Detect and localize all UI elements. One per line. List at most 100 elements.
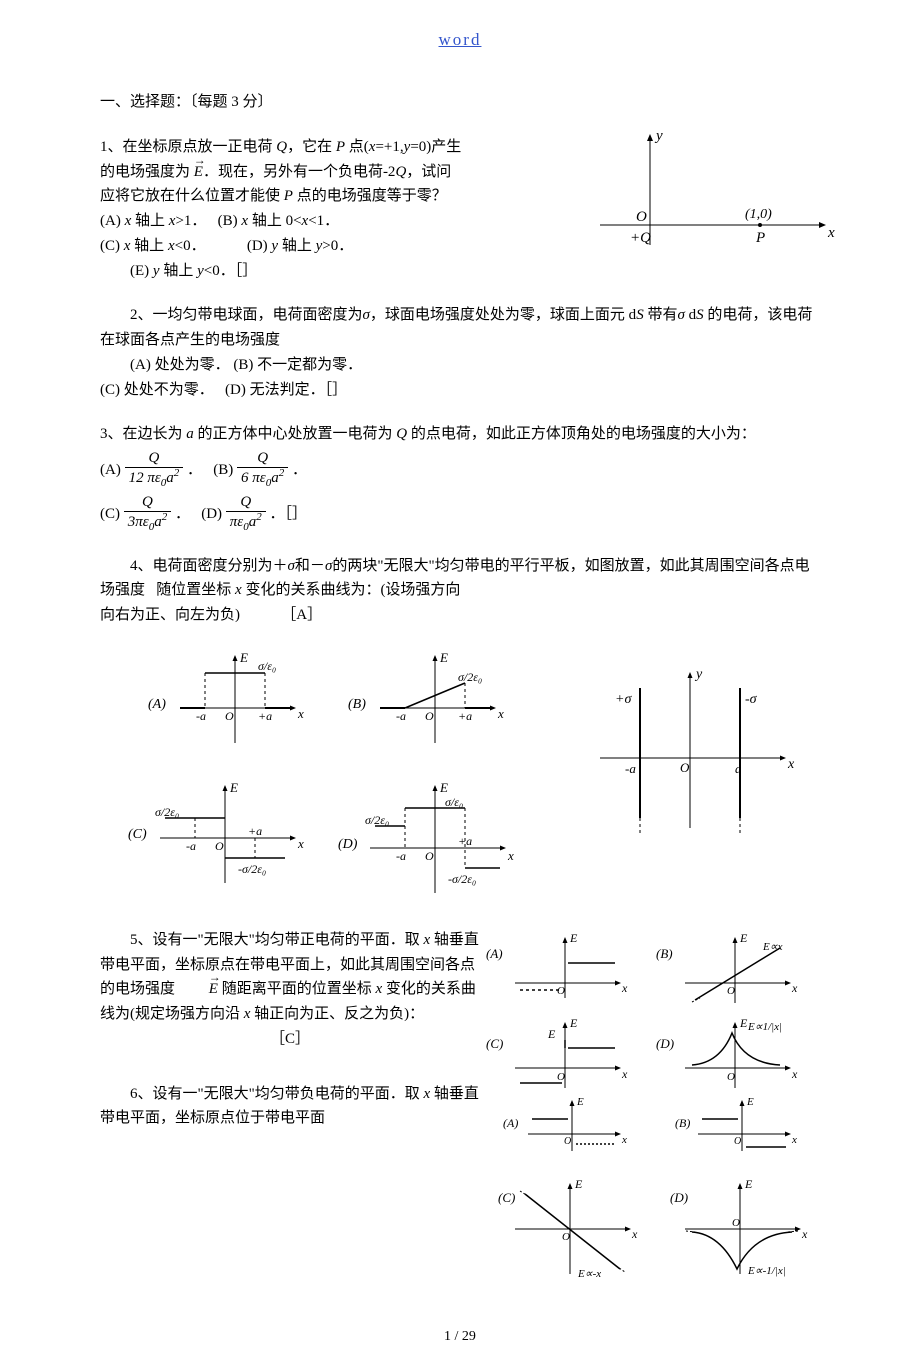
svg-text:O: O	[225, 709, 234, 723]
axis-y-label: y	[654, 128, 663, 144]
q3-opt-c: (C) Q3πε0a2 ．	[100, 506, 190, 522]
svg-text:-a: -a	[625, 761, 636, 776]
svg-text:+σ: +σ	[615, 692, 632, 707]
svg-text:O: O	[727, 1071, 735, 1083]
q1-figure: y x O (1,0) +Q P	[580, 125, 840, 265]
point-label: (1,0)	[745, 207, 772, 222]
question-3: 3、在边长为 a 的正方体中心处放置一电荷为 Q 的点电荷，如此正方体顶角处的电…	[100, 422, 820, 533]
svg-text:E: E	[569, 1016, 578, 1030]
q3-opt-a: (A) Q12 πε0a2 ．	[100, 462, 202, 478]
svg-text:O: O	[215, 839, 224, 853]
svg-text:O: O	[680, 760, 690, 775]
svg-text:-a: -a	[396, 709, 406, 723]
svg-text:O: O	[732, 1217, 740, 1229]
svg-text:E: E	[576, 1096, 584, 1108]
q3-opt-d: (D) Qπε0a2 ．［］	[201, 506, 307, 522]
q4-fig-b: (B) E x O -a +a σ/2ε₀	[340, 648, 510, 758]
svg-text:O: O	[425, 849, 434, 863]
svg-text:E: E	[739, 931, 748, 945]
section-title: 一、选择题：〔每题 3 分〕	[100, 90, 820, 115]
origin-label: O	[636, 209, 647, 225]
svg-text:x: x	[621, 981, 628, 995]
svg-text:(C): (C)	[486, 1036, 503, 1051]
svg-text:x: x	[631, 1227, 638, 1241]
svg-text:E∝-1/|x|: E∝-1/|x|	[747, 1265, 786, 1277]
question-5-6-block: 5、设有一"无限大"均匀带正电荷的平面．取 x 轴垂直带电平面，坐标原点在带电平…	[100, 928, 820, 1299]
svg-text:σ/2ε₀: σ/2ε₀	[365, 813, 389, 827]
q4-fig-c: (C) E x O σ/2ε₀ -σ/2ε₀ -a +a	[120, 778, 320, 898]
svg-text:(B): (B)	[675, 1116, 690, 1130]
svg-text:+a: +a	[458, 834, 472, 848]
svg-text:σ/2ε₀: σ/2ε₀	[155, 805, 179, 819]
svg-text:x: x	[497, 706, 504, 721]
svg-text:σ/ε₀: σ/ε₀	[258, 659, 276, 673]
question-4: 4、电荷面密度分别为＋σ和－σ的两块"无限大"均匀带电的平行平板，如图放置，如此…	[100, 554, 820, 908]
question-1: 1、在坐标原点放一正电荷 Q，它在 P 点(x=+1,y=0)产生 的电场强度为…	[100, 135, 820, 284]
charge-label: +Q	[630, 230, 651, 246]
p-label: P	[755, 230, 765, 246]
svg-text:(A): (A)	[486, 946, 503, 961]
svg-text:O: O	[562, 1231, 570, 1243]
q1-opt-c: (C) x 轴上 x<0．	[100, 238, 206, 254]
svg-text:+a: +a	[458, 709, 472, 723]
svg-text:(C): (C)	[128, 827, 147, 842]
svg-text:x: x	[507, 848, 514, 863]
svg-text:-a: -a	[196, 709, 206, 723]
svg-text:E∝x: E∝x	[762, 941, 783, 953]
svg-text:O: O	[557, 1071, 565, 1083]
svg-text:x: x	[801, 1227, 808, 1241]
svg-text:(A): (A)	[148, 697, 166, 712]
svg-text:E∝1/|x|: E∝1/|x|	[747, 1021, 782, 1033]
svg-text:(A): (A)	[503, 1116, 518, 1130]
q2-line1: 2、一均匀带电球面，电荷面密度为σ，球面电场强度处处为零，球面上面元 dS 带有…	[100, 303, 820, 353]
q1-opt-d: (D) y 轴上 y>0．	[247, 238, 353, 254]
svg-text:x: x	[791, 1067, 798, 1081]
q1-opt-a: (A) x 轴上 x>1．	[100, 213, 206, 229]
svg-text:E: E	[239, 650, 248, 665]
svg-text:x: x	[297, 836, 304, 851]
axis-x-label: x	[827, 225, 835, 241]
svg-text:(B): (B)	[348, 697, 366, 712]
svg-text:-σ: -σ	[745, 692, 758, 707]
q5-answer: ［C］	[100, 1027, 480, 1052]
q2-opt-b: (B) 不一定都为零．	[233, 357, 362, 373]
svg-text:(C): (C)	[498, 1190, 515, 1205]
svg-text:E∝-x: E∝-x	[577, 1268, 601, 1280]
svg-text:σ/ε₀: σ/ε₀	[445, 795, 463, 809]
svg-text:E: E	[739, 1016, 748, 1030]
q4-fig-d: (D) E x O σ/2ε₀ σ/ε₀ -σ/2ε₀ -a +a	[330, 778, 530, 908]
svg-text:(D): (D)	[656, 1036, 674, 1051]
svg-text:O: O	[425, 709, 434, 723]
question-2: 2、一均匀带电球面，电荷面密度为σ，球面电场强度处处为零，球面上面元 dS 带有…	[100, 303, 820, 402]
svg-text:E: E	[229, 780, 238, 795]
svg-text:x: x	[787, 757, 795, 772]
svg-text:(D): (D)	[338, 837, 358, 852]
q6-inset-ab: (A) Ex O (B) Ex O	[480, 1089, 820, 1169]
svg-text:σ/2ε₀: σ/2ε₀	[458, 670, 482, 684]
svg-text:(D): (D)	[670, 1190, 688, 1205]
svg-text:x: x	[621, 1067, 628, 1081]
svg-text:+a: +a	[258, 709, 272, 723]
svg-text:-a: -a	[186, 839, 196, 853]
q3-line1: 3、在边长为 a 的正方体中心处放置一电荷为 Q 的点电荷，如此正方体顶角处的电…	[100, 422, 820, 447]
q2-opt-d: (D) 无法判定．［］	[225, 382, 347, 398]
svg-text:(B): (B)	[656, 946, 673, 961]
q2-opt-a: (A) 处处为零．	[130, 357, 230, 373]
q4-line2: 向右为正、向左为负) ［A］	[100, 603, 820, 628]
svg-text:x: x	[621, 1134, 627, 1146]
q4-plates-figure: y x O +σ -σ -a a	[580, 658, 800, 858]
svg-text:O: O	[564, 1136, 571, 1147]
svg-text:E: E	[569, 931, 578, 945]
svg-text:E: E	[439, 650, 448, 665]
svg-text:x: x	[791, 1134, 797, 1146]
q4-line1: 4、电荷面密度分别为＋σ和－σ的两块"无限大"均匀带电的平行平板，如图放置，如此…	[100, 554, 820, 604]
svg-text:E: E	[439, 780, 448, 795]
q1-opt-b: (B) x 轴上 0<x<1．	[218, 213, 340, 229]
svg-text:O: O	[734, 1136, 741, 1147]
svg-text:E: E	[746, 1096, 754, 1108]
svg-text:-a: -a	[396, 849, 406, 863]
svg-text:x: x	[297, 706, 304, 721]
question-6: 6、设有一"无限大"均匀带负电荷的平面．取 x 轴垂直带电平面，坐标原点位于带电…	[100, 1082, 480, 1132]
q2-opt-c: (C) 处处不为零．	[100, 382, 214, 398]
svg-text:O: O	[557, 985, 565, 997]
